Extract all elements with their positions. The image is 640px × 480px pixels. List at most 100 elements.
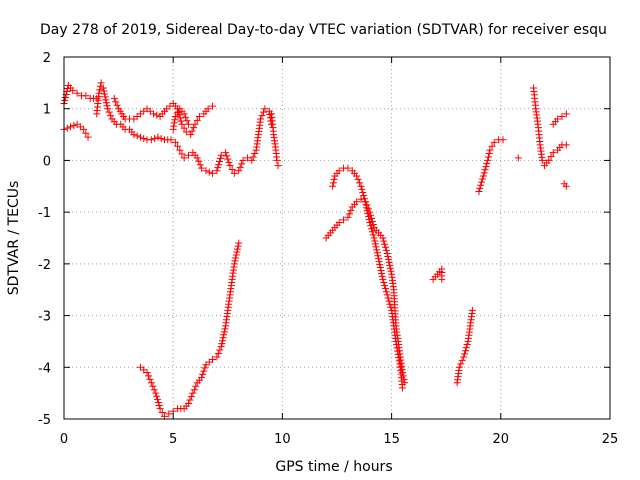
data-point-interp bbox=[82, 129, 90, 137]
data-point-interp bbox=[215, 161, 223, 169]
data-point bbox=[187, 131, 195, 139]
data-point bbox=[383, 250, 391, 258]
data-point bbox=[383, 291, 391, 299]
data-point-interp bbox=[361, 195, 369, 203]
x-tick-label: 10 bbox=[274, 432, 291, 447]
data-point-interp bbox=[146, 375, 154, 383]
data-point-interp bbox=[133, 132, 141, 140]
data-point-interp bbox=[177, 117, 185, 125]
data-point-interp bbox=[329, 179, 337, 187]
data-point bbox=[344, 213, 352, 221]
data-point-interp bbox=[102, 96, 110, 104]
data-point-interp bbox=[219, 334, 227, 342]
data-point bbox=[180, 110, 188, 118]
data-point-interp bbox=[180, 124, 188, 132]
data-point-interp bbox=[386, 261, 394, 269]
data-point-interp bbox=[457, 360, 465, 368]
data-point bbox=[379, 275, 387, 283]
data-point-interp bbox=[364, 210, 372, 218]
data-point bbox=[230, 260, 238, 268]
data-point-interp bbox=[96, 86, 104, 94]
data-point bbox=[67, 123, 75, 131]
data-point bbox=[80, 125, 88, 133]
data-point bbox=[257, 115, 265, 123]
data-point-interp bbox=[477, 181, 485, 189]
data-point-interp bbox=[214, 164, 222, 172]
data-point-interp bbox=[363, 204, 371, 212]
data-point-interp bbox=[182, 113, 190, 121]
data-point bbox=[195, 112, 203, 120]
data-point-interp bbox=[376, 264, 384, 272]
data-point bbox=[335, 218, 343, 226]
data-point-interp bbox=[251, 150, 259, 158]
data-point-interp bbox=[195, 157, 203, 165]
data-point-interp bbox=[200, 367, 208, 375]
data-point-interp bbox=[105, 108, 113, 116]
data-point-interp bbox=[176, 114, 184, 122]
data-point bbox=[184, 399, 192, 407]
data-point-interp bbox=[170, 119, 178, 127]
data-point bbox=[399, 368, 407, 376]
y-tick-label: 1 bbox=[43, 103, 51, 118]
data-point-interp bbox=[371, 237, 379, 245]
data-point-interp bbox=[376, 261, 384, 269]
data-point bbox=[514, 154, 522, 162]
data-point bbox=[104, 105, 112, 113]
data-point-interp bbox=[345, 210, 353, 218]
data-point-interp bbox=[480, 169, 488, 177]
data-point bbox=[370, 234, 378, 242]
data-point bbox=[455, 363, 463, 371]
data-point bbox=[248, 156, 256, 164]
data-point bbox=[379, 234, 387, 242]
data-point-interp bbox=[373, 246, 381, 254]
data-point bbox=[171, 138, 179, 146]
data-point-interp bbox=[149, 382, 157, 390]
data-point-interp bbox=[385, 297, 393, 305]
data-point bbox=[562, 110, 570, 118]
data-point-interp bbox=[377, 267, 385, 275]
data-point-interp bbox=[174, 142, 182, 150]
data-point-interp bbox=[482, 163, 490, 171]
plot-frame bbox=[63, 56, 611, 420]
data-point-interp bbox=[380, 237, 388, 245]
data-point-interp bbox=[101, 93, 109, 101]
data-point-interp bbox=[356, 179, 364, 187]
data-point-interp bbox=[174, 108, 182, 116]
data-point bbox=[93, 94, 101, 102]
data-point bbox=[191, 120, 199, 128]
data-point-interp bbox=[362, 201, 370, 209]
data-point-interp bbox=[70, 122, 78, 130]
data-point-interp bbox=[100, 87, 108, 95]
data-point bbox=[239, 156, 247, 164]
data-point-interp bbox=[187, 393, 195, 401]
x-tick-label: 15 bbox=[383, 432, 400, 447]
data-point-interp bbox=[381, 282, 389, 290]
x-tick-label: 25 bbox=[602, 432, 619, 447]
data-point bbox=[213, 353, 221, 361]
data-point-interp bbox=[393, 344, 401, 352]
data-point bbox=[176, 146, 184, 154]
data-point-interp bbox=[384, 294, 392, 302]
data-point-interp bbox=[233, 248, 241, 256]
data-point-interp bbox=[387, 303, 395, 311]
data-point bbox=[344, 164, 352, 172]
data-point bbox=[353, 198, 361, 206]
data-point-interp bbox=[384, 255, 392, 263]
data-point bbox=[184, 151, 192, 159]
data-point bbox=[340, 216, 348, 224]
data-point-interp bbox=[186, 396, 194, 404]
data-point-interp bbox=[458, 356, 466, 364]
data-point-interp bbox=[178, 150, 186, 158]
data-point bbox=[230, 169, 238, 177]
data-point bbox=[184, 120, 192, 128]
data-point bbox=[147, 136, 155, 144]
data-point-interp bbox=[365, 216, 373, 224]
data-point bbox=[143, 368, 151, 376]
data-point-interp bbox=[63, 124, 71, 132]
data-point-interp bbox=[201, 364, 209, 372]
data-point-interp bbox=[170, 122, 178, 130]
data-point bbox=[178, 120, 186, 128]
data-point bbox=[189, 389, 197, 397]
y-tick-label: -5 bbox=[38, 413, 51, 428]
